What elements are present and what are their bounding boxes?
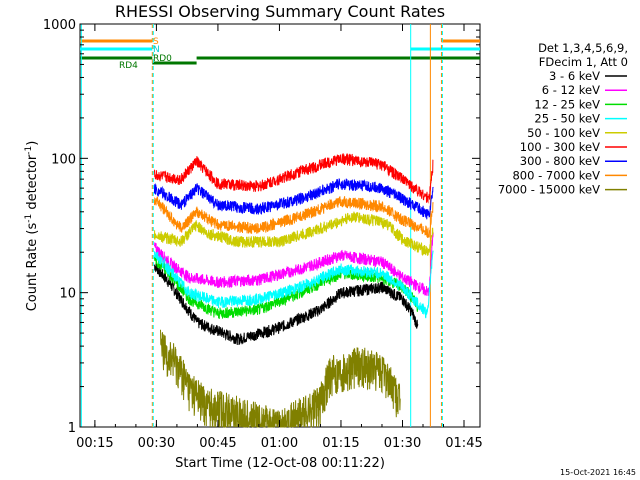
label-RD0: RD0: [153, 54, 172, 64]
label-RD4: RD4: [119, 61, 138, 71]
series-line-1: [153, 232, 434, 296]
legend-label-4: 50 - 100 keV: [527, 126, 600, 140]
x-tick-label-6: 01:45: [445, 436, 482, 451]
legend-label-2: 12 - 25 keV: [534, 97, 600, 111]
x-tick-label-1: 00:30: [138, 436, 175, 451]
legend-label-3: 25 - 50 keV: [534, 112, 600, 126]
legend-label-8: 7000 - 15000 keV: [498, 183, 600, 197]
legend-header-line-2: FDecim 1, Att 0: [539, 55, 628, 69]
x-tick-label-4: 01:15: [322, 436, 359, 451]
y-label-sup-1: -1: [24, 214, 34, 223]
x-axis-ticks: 00:15 00:30 00:45 01:00 01:15 01:30 01:45: [76, 24, 483, 451]
series-line-5: [153, 153, 434, 204]
series-layer: [153, 153, 434, 428]
y-axis-label: Count Rate (s-1 detector-1): [24, 141, 40, 312]
y-label-part-end: ): [25, 141, 40, 146]
y-tick-label-1: 10: [59, 287, 76, 302]
legend-label-7: 800 - 7000 keV: [512, 168, 600, 182]
legend-label-5: 100 - 300 keV: [520, 140, 600, 154]
legend-label-6: 300 - 800 keV: [520, 154, 600, 168]
y-tick-label-3: 1000: [43, 18, 76, 33]
series-line-7: [153, 196, 434, 239]
y-label-part-main: Count Rate (s: [25, 223, 40, 312]
chart-title: RHESSI Observing Summary Count Rates: [115, 2, 445, 21]
legend-header-line-1: Det 1,3,4,5,6,9,: [538, 41, 628, 55]
y-axis-ticks: 1 10 100 1000: [43, 18, 480, 436]
label-S: S: [153, 37, 159, 47]
y-label-part-mid: detector: [25, 154, 40, 214]
y-tick-label-0: 1: [68, 421, 76, 436]
y-tick-label-2: 100: [51, 152, 76, 167]
x-tick-label-3: 01:00: [261, 436, 298, 451]
x-axis-label: Start Time (12-Oct-08 00:11:22): [175, 456, 385, 471]
series-line-6: [153, 177, 434, 220]
x-tick-label-0: 00:15: [76, 436, 113, 451]
x-tick-label-5: 01:30: [384, 436, 421, 451]
legend: Det 1,3,4,5,6,9, FDecim 1, Att 0 3 - 6 k…: [498, 41, 628, 197]
series-line-2: [153, 254, 419, 319]
series-line-3: [153, 250, 434, 319]
series-line-8: [160, 329, 401, 428]
legend-label-0: 3 - 6 keV: [549, 69, 600, 83]
legend-label-1: 6 - 12 keV: [542, 83, 600, 97]
series-line-4: [153, 211, 434, 257]
label-N: N: [153, 45, 160, 55]
series-line-0: [153, 262, 419, 346]
footer-timestamp: 15-Oct-2021 16:45: [560, 468, 636, 477]
x-tick-label-2: 00:45: [199, 436, 236, 451]
y-label-sup-2: -1: [24, 146, 34, 155]
